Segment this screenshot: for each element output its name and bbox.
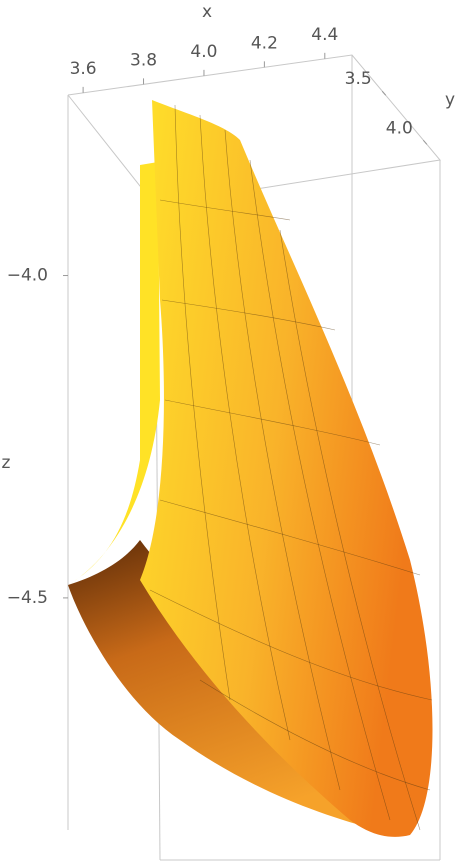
x-tick-label: 4.0 bbox=[190, 42, 217, 62]
x-tick-label: 4.4 bbox=[311, 25, 338, 45]
x-axis-label: x bbox=[202, 2, 212, 22]
x-tick-label: 4.2 bbox=[251, 33, 278, 53]
z-tick-label: −4.5 bbox=[7, 588, 48, 608]
x-tick-label: 3.8 bbox=[130, 50, 157, 70]
surface-back bbox=[68, 162, 160, 585]
y-tick-label: 4.0 bbox=[386, 118, 413, 138]
z-axis-label: z bbox=[2, 453, 11, 473]
z-tick-label: −4.0 bbox=[7, 266, 48, 286]
y-axis-label: y bbox=[445, 90, 455, 110]
y-tick-label: 3.5 bbox=[345, 69, 372, 89]
tick-mark bbox=[381, 90, 387, 96]
tick-mark bbox=[422, 139, 428, 145]
surface bbox=[68, 100, 433, 837]
surface-front bbox=[140, 100, 433, 837]
x-tick-label: 3.6 bbox=[70, 59, 97, 79]
